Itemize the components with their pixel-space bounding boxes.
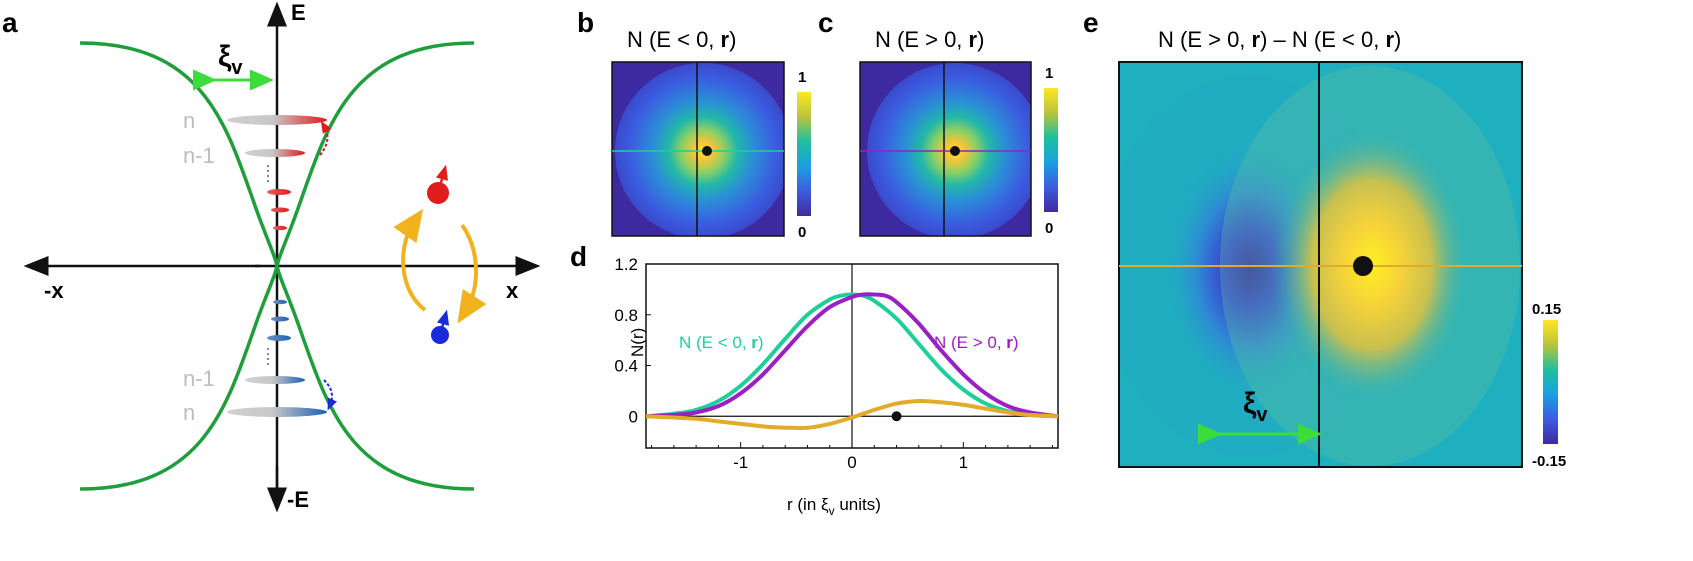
- panel-e-title: N (E > 0, r) – N (E < 0, r): [1158, 27, 1401, 52]
- level-upper-5: [273, 225, 287, 231]
- panel-d: d 0 0.4 0.8 1.2 -1 0 1 N(r) r (in ξv units) N …: [570, 241, 1059, 518]
- spin-up-arrow: [435, 164, 448, 194]
- level-label-n1-bottom: n-1: [183, 366, 215, 391]
- y-tick-label: 1.2: [614, 255, 638, 274]
- panel-c-letter: c: [818, 7, 834, 38]
- axis-label-minus-e: -E: [287, 487, 309, 512]
- panel-c: c N (E > 0, r) 1 0: [818, 7, 1058, 237]
- level-n-upper: [227, 115, 327, 125]
- level-lower-4: [271, 316, 289, 322]
- panel-b-letter: b: [577, 7, 594, 38]
- panel-e-cbar-min: -0.15: [1532, 453, 1566, 470]
- level-n1-upper: [245, 149, 305, 157]
- vortex-position-marker: [891, 411, 902, 422]
- lower-transition-arrow: [323, 379, 338, 411]
- vortex-core-curve-right: [79, 41, 475, 491]
- panel-c-cbar-max: 1: [1045, 65, 1053, 82]
- panel-c-cbar-min: 0: [1045, 220, 1053, 237]
- x-tick-label: -1: [733, 453, 748, 472]
- panel-d-legend-pos: N (E > 0, r): [934, 333, 1019, 352]
- x-tick-label: 0: [847, 453, 856, 472]
- panel-c-vortex-dot: [950, 146, 960, 156]
- panel-a-letter: a: [2, 7, 18, 38]
- cycle-arrow-down: [457, 223, 487, 324]
- axis-label-x: x: [506, 278, 519, 303]
- panel-d-xlabel: r (in ξv units): [787, 495, 881, 518]
- cycle-arrow-up: [393, 208, 427, 312]
- level-lower-3: [267, 335, 291, 341]
- panel-d-ticks: 0 0.4 0.8 1.2 -1 0 1: [614, 255, 1058, 472]
- panel-e-xi-symbol: ξv: [1243, 387, 1268, 426]
- panel-e-colorbar: [1543, 320, 1558, 444]
- panel-d-curves: [645, 292, 1059, 431]
- panel-b-cbar-max: 1: [798, 69, 806, 86]
- level-label-n-bottom: n: [183, 400, 195, 425]
- panel-c-density-blob: [867, 63, 1031, 236]
- panel-d-legend-neg: N (E < 0, r): [679, 333, 764, 352]
- spin-down-arrow: [436, 309, 450, 336]
- series-pos-energy: [645, 292, 1059, 419]
- panel-c-frame: [859, 61, 1032, 237]
- series-difference: [645, 398, 1059, 431]
- level-upper-3: [267, 189, 291, 195]
- panel-e-vortex-dot: [1353, 256, 1373, 276]
- xi-symbol: ξv: [218, 40, 243, 79]
- x-tick-label: 1: [959, 453, 968, 472]
- panel-b-frame: [611, 61, 785, 237]
- level-upper-4: [271, 207, 289, 213]
- level-label-n-top: n: [183, 108, 195, 133]
- panel-b-density-blob: [615, 63, 784, 236]
- level-n-lower: [227, 407, 327, 417]
- level-label-n1-top: n-1: [183, 143, 215, 168]
- axis-label-e: E: [291, 0, 306, 25]
- panel-d-ylabel: N(r): [628, 328, 647, 357]
- axis-label-minus-x: -x: [44, 278, 64, 303]
- panel-d-letter: d: [570, 241, 587, 272]
- level-n1-lower: [245, 376, 305, 384]
- panel-e-frame: [1118, 61, 1523, 468]
- panel-b-colorbar: [797, 92, 811, 216]
- panel-b-vortex-dot: [702, 146, 712, 156]
- panel-b-title: N (E < 0, r): [627, 27, 736, 52]
- y-tick-label: 0.8: [614, 306, 638, 325]
- series-neg-energy: [645, 292, 1059, 419]
- y-tick-label: 0.4: [614, 357, 638, 376]
- panel-e-cbar-max: 0.15: [1532, 301, 1561, 318]
- panel-b-cbar-min: 0: [798, 224, 806, 241]
- panel-c-colorbar: [1044, 88, 1058, 212]
- panel-c-title: N (E > 0, r): [875, 27, 984, 52]
- panel-b: b N (E < 0, r) 1 0: [577, 7, 811, 241]
- y-tick-label: 0: [629, 407, 638, 426]
- panel-e-letter: e: [1083, 7, 1099, 38]
- level-lower-5: [273, 299, 287, 305]
- panel-a: a E -E -x x ξv n n-1 n-1: [2, 0, 541, 513]
- panel-e: e N (E > 0, r) – N (E < 0, r) ξv 0.15 -0…: [1083, 7, 1566, 470]
- upper-transition-arrow: [319, 120, 332, 156]
